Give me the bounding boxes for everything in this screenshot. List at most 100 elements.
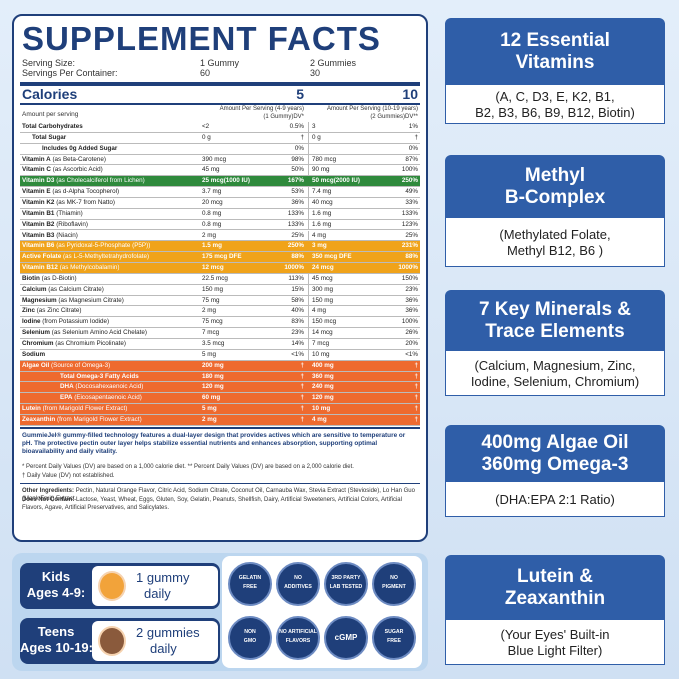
amount-1: 5 mg [202, 350, 216, 358]
dv-1: 14% [291, 340, 304, 347]
amount-1: 25 mcg(1000 IU) [202, 177, 250, 185]
nutrient-name: Total Omega-3 Fatty Acids [60, 373, 139, 380]
nutrient-name: Total Carbohydrates [22, 123, 83, 130]
dv-1: 250% [287, 242, 304, 250]
badge-panel: GELATIN FREE NO ADDITIVES 3RD PARTY LAB TESTE… [222, 556, 422, 668]
nutrient-name-text: Zinc [22, 307, 35, 315]
amount-1: 2 mg [202, 415, 217, 423]
nutrient-source: (as Methylcobalamin) [59, 264, 120, 272]
nutrient-name: Vitamin E (as d-Alpha Tocopherol) [22, 188, 119, 195]
col-divider [308, 165, 309, 176]
nutrient-row: EPA (Eicosapentaenoic Acid) 60 mg † 120 mg † [20, 393, 420, 405]
amount-2: 1.6 mg [312, 220, 332, 228]
feature-title: Vitamins [515, 52, 595, 73]
not-contain-label: Does Not Contain: [22, 496, 75, 503]
badge: NO PIGMENT [372, 562, 416, 606]
nutrient-name: Chromium (as Chromium Picolinate) [22, 340, 126, 347]
feature-title: 7 Key Minerals & [478, 299, 632, 320]
amount-2: 90 mg [312, 166, 330, 174]
dv-2: † [414, 361, 418, 369]
col-divider [308, 295, 309, 306]
amount-1: 1.5 mg [202, 242, 222, 250]
nutrient-source: (Riboflavin) [56, 220, 89, 228]
dv-1: † [300, 394, 304, 402]
nutrient-name-text: Vitamin B2 [22, 220, 55, 228]
amount-2: 45 mcg [312, 274, 333, 282]
badge-text: SUGAR [384, 629, 404, 635]
nutrient-name: Vitamin B2 (Riboflavin) [22, 221, 88, 228]
other-ingredients-label: Other Ingredients: [22, 487, 75, 494]
col2-size: 2 Gummies [310, 58, 357, 68]
dv-2: 250% [401, 177, 418, 185]
dv-1: † [300, 133, 304, 141]
badge-text: FREE [243, 584, 257, 590]
feature-title-box: Lutein & Zeaxanthin [445, 555, 665, 619]
feature-title: 360mg Omega-3 [481, 454, 629, 475]
dv-2: † [414, 394, 418, 402]
dosage-amount: 2 gummies [136, 625, 200, 640]
nutrient-name: Magnesium (as Magnesium Citrate) [22, 297, 124, 304]
dv-1: 40% [291, 307, 304, 315]
dosage-group: Kids Ages 4-9: 1 gummy daily [20, 563, 220, 609]
nutrient-row: Vitamin E (as d-Alpha Tocopherol) 3.7 mg 5… [20, 187, 420, 198]
amount-1: 150 mg [202, 285, 224, 293]
nutrient-row: Total Sugar 0 g † 0 g † [20, 132, 420, 144]
amount-2: 4 mg [312, 415, 327, 423]
footnote: * Percent Daily Values (DV) are based on… [22, 463, 354, 470]
title: SUPPLEMENT FACTS [22, 20, 381, 57]
dv-1: 167% [287, 177, 304, 185]
group-label: Teens [37, 624, 75, 639]
nutrient-name-text: Vitamin D3 [22, 177, 55, 185]
nutrient-row: Vitamin B1 (Thiamin) 0.8 mg 133% 1.6 mg 133% [20, 208, 420, 220]
nutrient-source: (as Zinc Citrate) [36, 307, 82, 315]
feature-description: (DHA:EPA 2:1 Ratio) [495, 492, 615, 507]
nutrient-name: Vitamin D3 (as Cholecalciferol from Lich… [22, 177, 145, 184]
technology-note: GummieJel® gummy-filled technology featu… [22, 431, 406, 455]
amount-1: 3.7 mg [202, 188, 222, 196]
dv-1: † [300, 415, 304, 423]
badge-text: FREE [387, 638, 401, 644]
dosage-group: Teens Ages 10-19: 2 gummies daily [20, 618, 220, 664]
amount-2: 7 mcg [312, 340, 330, 347]
amount-1: 0.8 mg [202, 220, 222, 228]
rule [20, 82, 420, 86]
nutrient-name-text: Includes 0g Added Sugar [42, 144, 118, 152]
dv-2: 231% [401, 242, 418, 250]
nutrient-row: Selenium (as Selenium Amino Acid Chelate… [20, 328, 420, 339]
amount-2: 50 mcg(2000 IU) [312, 177, 360, 185]
dv-1: 83% [291, 318, 304, 326]
amount-2: 120 mg [312, 394, 334, 402]
amount-label: Amount per serving [22, 111, 79, 118]
nutrient-name-text: Vitamin B12 [22, 264, 58, 272]
nutrient-row: Active Folate (as L-5-Methyltetrahydrofo… [20, 252, 420, 264]
feature-title: Trace Elements [485, 321, 625, 342]
amount-1: 0.8 mg [202, 209, 222, 217]
amount-1: 75 mg [202, 296, 220, 304]
nutrient-source: (Docosahexaenoic Acid) [75, 383, 144, 391]
nutrient-name-text: Vitamin B1 [22, 209, 55, 217]
dv-2: 123% [401, 220, 418, 228]
badge-text: NO [390, 575, 398, 581]
dv-2: 87% [405, 155, 418, 163]
dosage-unit: daily [150, 641, 177, 656]
ages-label: Ages 10-19: [20, 640, 93, 655]
amount-1: 180 mg [202, 372, 224, 380]
dv-1: 0.5% [289, 123, 304, 130]
nutrient-row: Sodium 5 mg <1% 10 mg <1% [20, 349, 420, 361]
nutrient-name: Zinc (as Zinc Citrate) [22, 307, 82, 314]
nutrient-row: Calcium (as Calcium Citrate) 150 mg 15% 300… [20, 284, 420, 296]
badge-text: cGMP [334, 633, 358, 642]
feature-title: Lutein & [517, 566, 593, 587]
nutrient-row: Zinc (as Zinc Citrate) 2 mg 40% 4 mg 36% [20, 306, 420, 318]
col-divider [308, 339, 309, 349]
nutrient-row: Lutein (from Marigold Flower Extract) 5 m… [20, 404, 420, 415]
amount-1: 175 mcg DFE [202, 253, 242, 261]
amount-1: 60 mg [202, 394, 221, 402]
nutrient-row: Magnesium (as Magnesium Citrate) 75 mg 58%… [20, 295, 420, 307]
dv-1: 133% [287, 209, 304, 217]
nutrient-name: DHA (Docosahexaenoic Acid) [60, 383, 143, 390]
dosage-unit: daily [144, 586, 171, 601]
nutrient-row: Vitamin D3 (as Cholecalciferol from Lich… [20, 176, 420, 188]
dv-1: † [300, 372, 304, 380]
